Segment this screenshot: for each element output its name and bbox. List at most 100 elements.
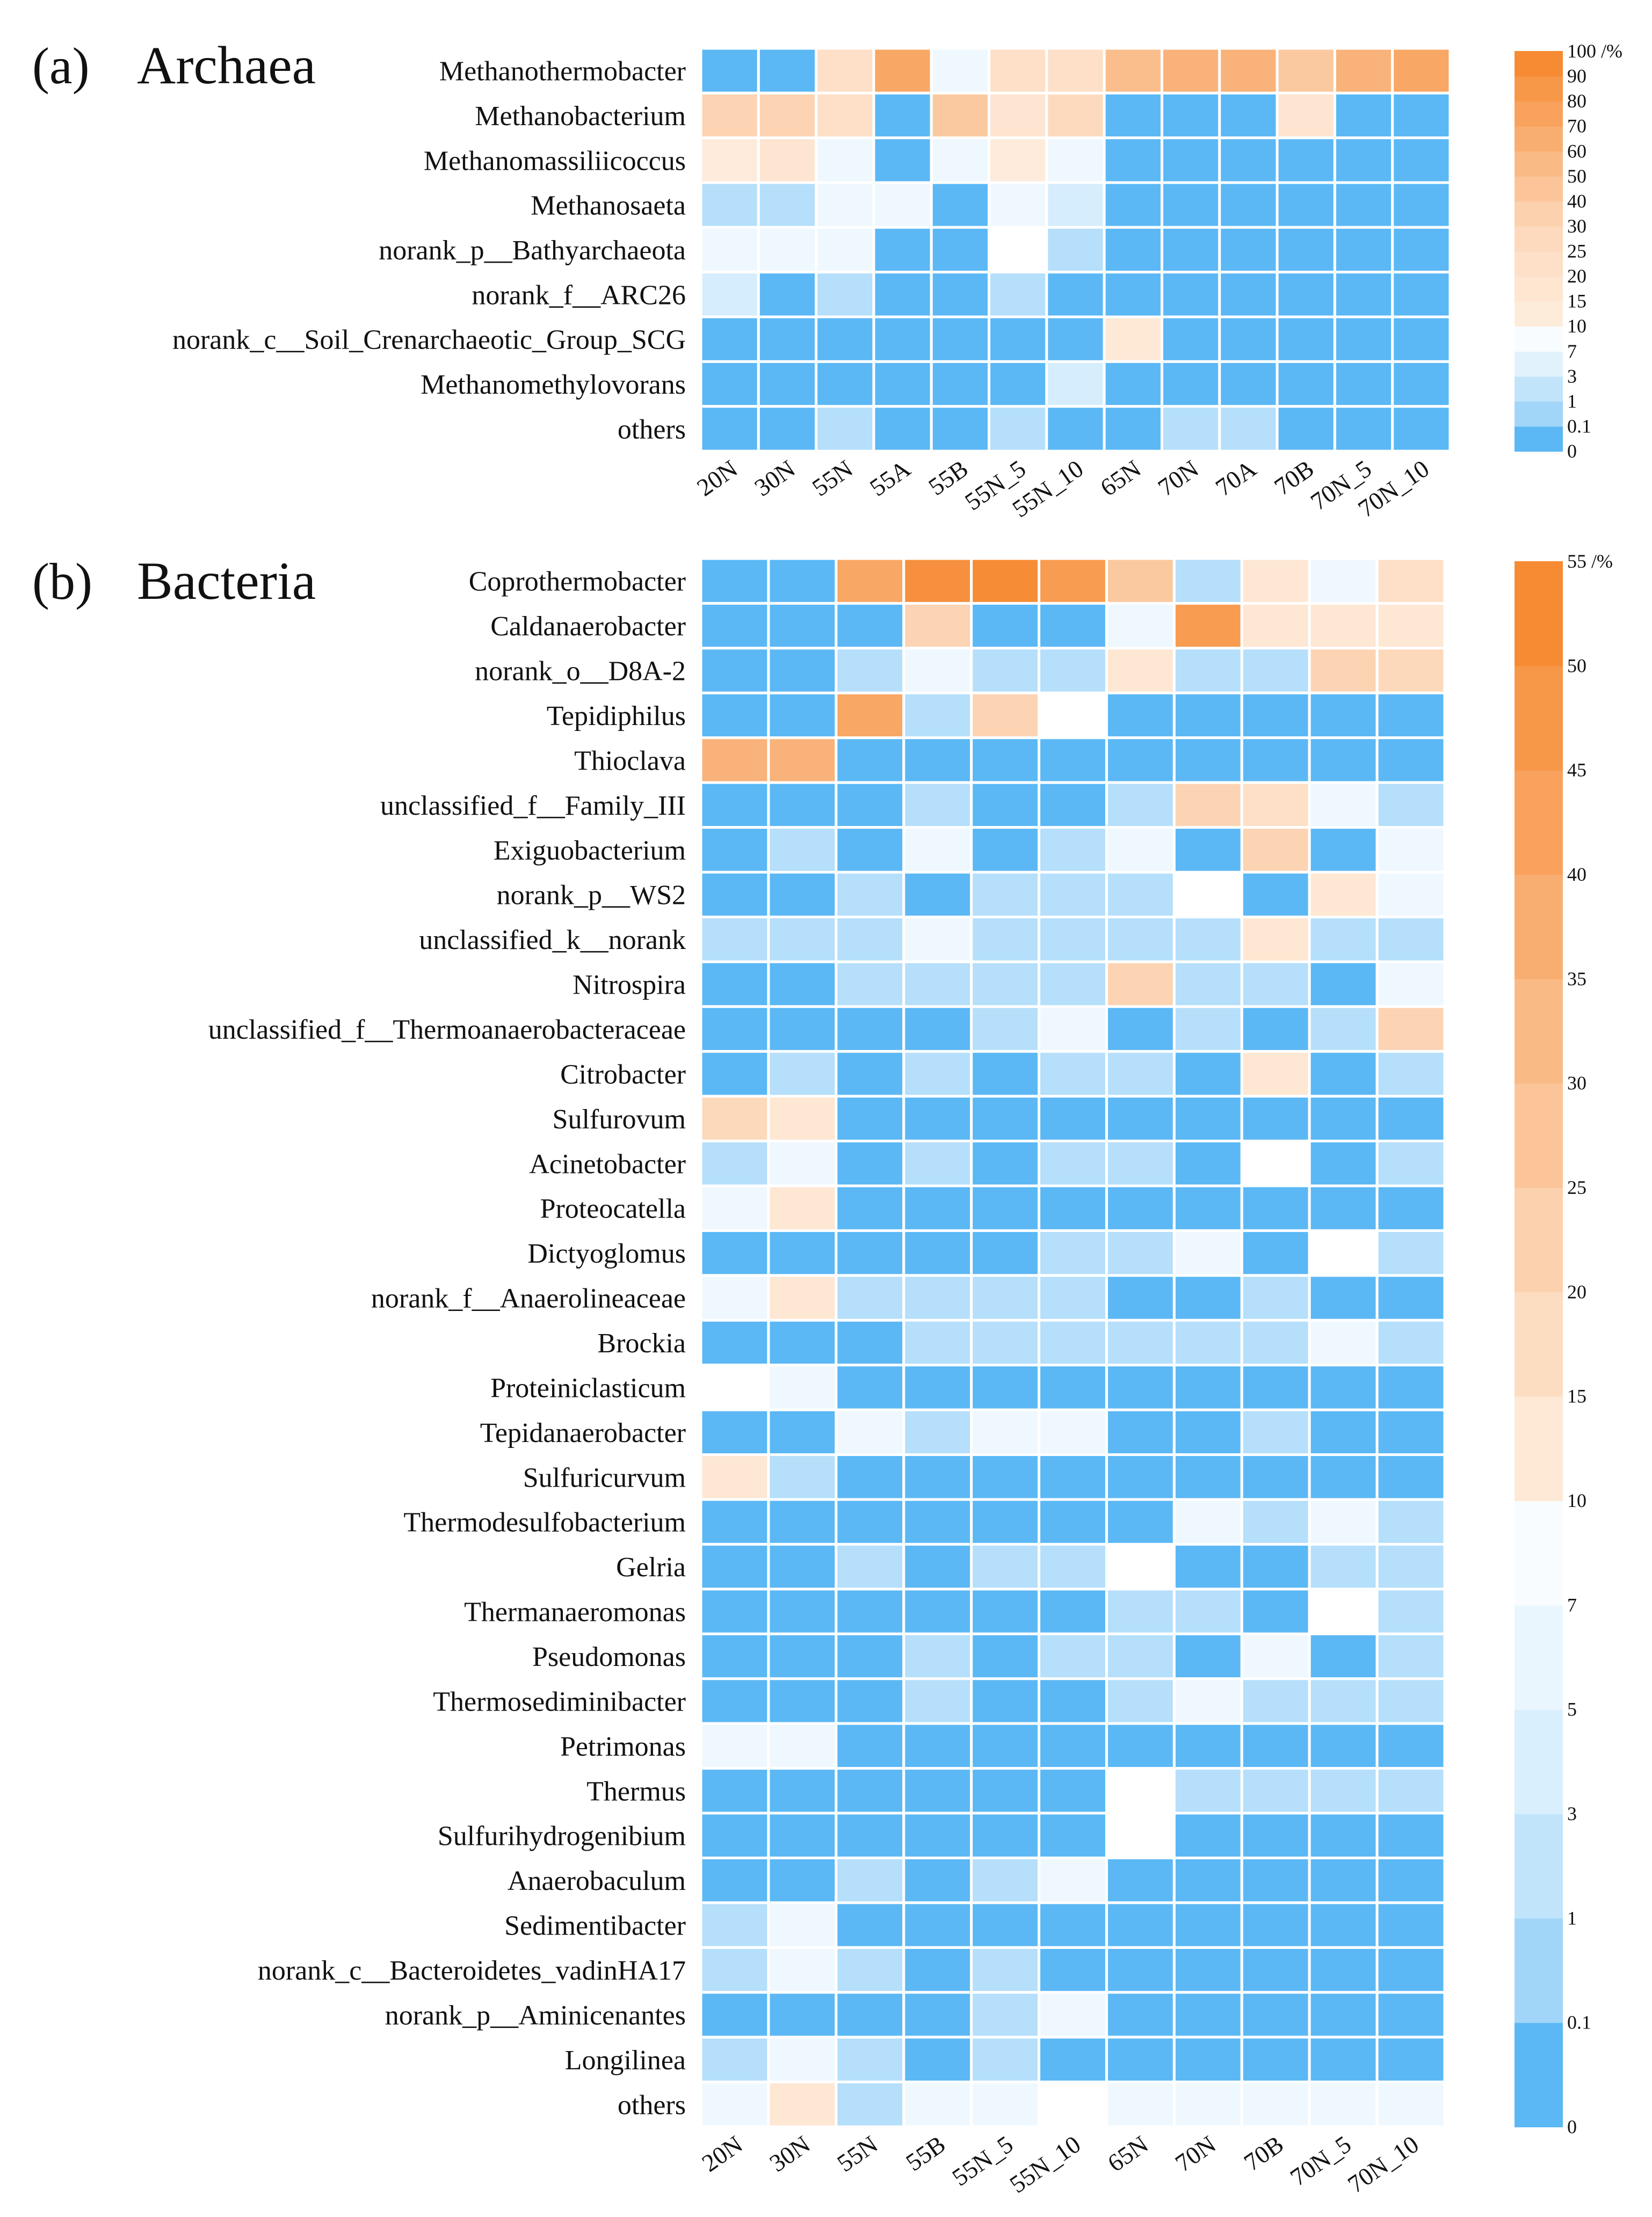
heatmap-cell [1276, 47, 1336, 95]
heatmap-cell [815, 136, 875, 184]
heatmap-cell [902, 1498, 973, 1546]
heatmap-cell [1375, 826, 1446, 874]
heatmap-cell [1160, 91, 1221, 140]
heatmap-cell [970, 691, 1041, 740]
heatmap-cell [1045, 47, 1106, 95]
colorbar-tick-label: 3 [1567, 365, 1577, 387]
heatmap-cell [1240, 1812, 1311, 1859]
heatmap-cell [1172, 1364, 1243, 1411]
heatmap-cell [1045, 405, 1106, 453]
heatmap-cell [1103, 360, 1163, 408]
heatmap-cell [1308, 557, 1379, 605]
heatmap-cell [1308, 1318, 1379, 1367]
heatmap-cell [835, 1274, 905, 1322]
heatmap-cell [902, 915, 973, 963]
heatmap-cell [1038, 1767, 1108, 1815]
heatmap-cell [872, 360, 933, 408]
heatmap-cell [699, 1364, 770, 1411]
heatmap-cell [815, 47, 875, 95]
heatmap-cell [902, 1632, 973, 1680]
heatmap-cell [1240, 2081, 1311, 2128]
heatmap-cell [1105, 2081, 1176, 2128]
heatmap-cell [1105, 1408, 1176, 1457]
row-label: Methanomethylovorans [421, 370, 686, 400]
heatmap-cell [988, 271, 1048, 318]
colorbar-tick-label: 3 [1567, 1803, 1577, 1824]
heatmap-cell [1308, 691, 1379, 740]
colorbar-segment [1515, 126, 1563, 152]
heatmap-cell [815, 226, 875, 274]
row-label: unclassified_f__Thermoanaerobacteraceae [208, 1015, 686, 1045]
colorbar-segment [1515, 276, 1563, 302]
heatmap-cell [767, 1140, 838, 1187]
heatmap-cell [835, 647, 905, 694]
heatmap-cell [1240, 1856, 1311, 1904]
heatmap-cell [699, 1318, 770, 1367]
heatmap-cell [699, 360, 760, 408]
heatmap-cell [699, 2035, 770, 2084]
heatmap-cell [988, 136, 1048, 184]
heatmap-cell [970, 1005, 1041, 1053]
heatmap-cell [1375, 1632, 1446, 1680]
heatmap-cell [1038, 1408, 1108, 1457]
heatmap-cell [1105, 736, 1176, 784]
heatmap-cell [1375, 1901, 1446, 1949]
heatmap-cell [1105, 1498, 1176, 1546]
heatmap-cell [699, 405, 760, 453]
heatmap-cell [699, 1856, 770, 1904]
heatmap-cell [1172, 1005, 1243, 1053]
heatmap-cell [1105, 1274, 1176, 1322]
colorbar-tick-label: 70 [1567, 115, 1586, 137]
heatmap-cell [835, 1005, 905, 1053]
heatmap-cell [699, 871, 770, 918]
heatmap-cell [699, 1991, 770, 2039]
colorbar-segment [1515, 151, 1563, 177]
heatmap-cell [815, 91, 875, 140]
colorbar-segment [1515, 226, 1563, 252]
heatmap-cell [1240, 1946, 1311, 1994]
row-label: norank_c__Bacteroidetes_vadinHA17 [258, 1955, 686, 1986]
colorbar-tick-label: 0 [1567, 440, 1577, 462]
row-label: Methanobacterium [475, 101, 686, 132]
heatmap-cell [1240, 960, 1311, 1008]
heatmap-cell [1038, 781, 1108, 829]
heatmap-cell [835, 1767, 905, 1815]
heatmap-cell [757, 136, 818, 184]
heatmap-cell [757, 360, 818, 408]
colorbar-tick-label: 40 [1567, 864, 1586, 885]
heatmap-cell [835, 1050, 905, 1098]
colorbar-tick-label: 90 [1567, 66, 1586, 87]
heatmap-cell [970, 2081, 1041, 2128]
heatmap-cell [988, 405, 1048, 453]
heatmap-cell [835, 960, 905, 1008]
heatmap-cell [1308, 1498, 1379, 1546]
heatmap-cell [1105, 1542, 1176, 1591]
colorbar-tick-label: 25 [1567, 1177, 1586, 1198]
heatmap-cell [767, 1318, 838, 1367]
heatmap-cell [1240, 1005, 1311, 1053]
heatmap-cell [1105, 1722, 1176, 1770]
heatmap-cell [970, 1095, 1041, 1143]
heatmap-cell [1240, 1050, 1311, 1098]
row-label: Methanomassiliicoccus [424, 146, 686, 176]
heatmap-cell [1038, 2081, 1108, 2128]
heatmap-cell [1105, 1184, 1176, 1232]
heatmap-cell [1103, 47, 1163, 95]
heatmap-cell [1276, 360, 1336, 408]
heatmap-cell [835, 1453, 905, 1501]
heatmap-cell [1308, 960, 1379, 1008]
heatmap-cell [757, 315, 818, 363]
row-label: Methanosaeta [531, 191, 686, 221]
heatmap-cell [699, 1005, 770, 1053]
heatmap-cell [1375, 557, 1446, 605]
heatmap-cell [767, 1498, 838, 1546]
heatmap-cell [970, 557, 1041, 605]
row-label: Thioclava [574, 745, 686, 776]
heatmap-cell [872, 226, 933, 274]
heatmap-cell [1105, 1767, 1176, 1815]
colorbar-segment [1515, 376, 1563, 402]
heatmap-cell [1308, 2081, 1379, 2128]
heatmap-cell [970, 736, 1041, 784]
heatmap-cell [835, 557, 905, 605]
row-label: Citrobacter [560, 1059, 686, 1090]
